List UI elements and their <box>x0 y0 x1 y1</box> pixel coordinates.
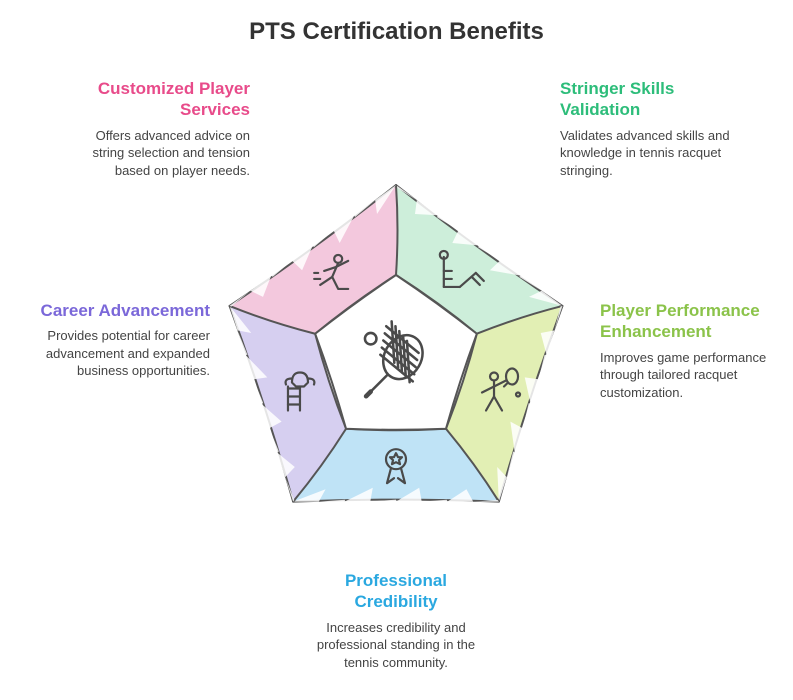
label-desc: Increases credibility and professional s… <box>306 619 486 672</box>
label-desc: Offers advanced advice on string selecti… <box>70 127 250 180</box>
label-desc: Validates advanced skills and knowledge … <box>560 127 740 180</box>
label-cred: Professional Credibility Increases credib… <box>306 570 486 671</box>
label-desc: Provides potential for career advancemen… <box>30 327 210 380</box>
label-title: Career Advancement <box>30 300 210 321</box>
label-title: Professional Credibility <box>306 570 486 613</box>
label-title: Stringer Skills Validation <box>560 78 740 121</box>
label-skills: Stringer Skills Validation Validates adva… <box>560 78 740 179</box>
label-title: Player Performance Enhancement <box>600 300 780 343</box>
label-career: Career Advancement Provides potential for… <box>30 300 210 380</box>
label-title: Customized Player Services <box>70 78 250 121</box>
label-perf: Player Performance Enhancement Improves g… <box>600 300 780 401</box>
label-desc: Improves game performance through tailor… <box>600 349 780 402</box>
label-custom: Customized Player Services Offers advance… <box>70 78 250 179</box>
